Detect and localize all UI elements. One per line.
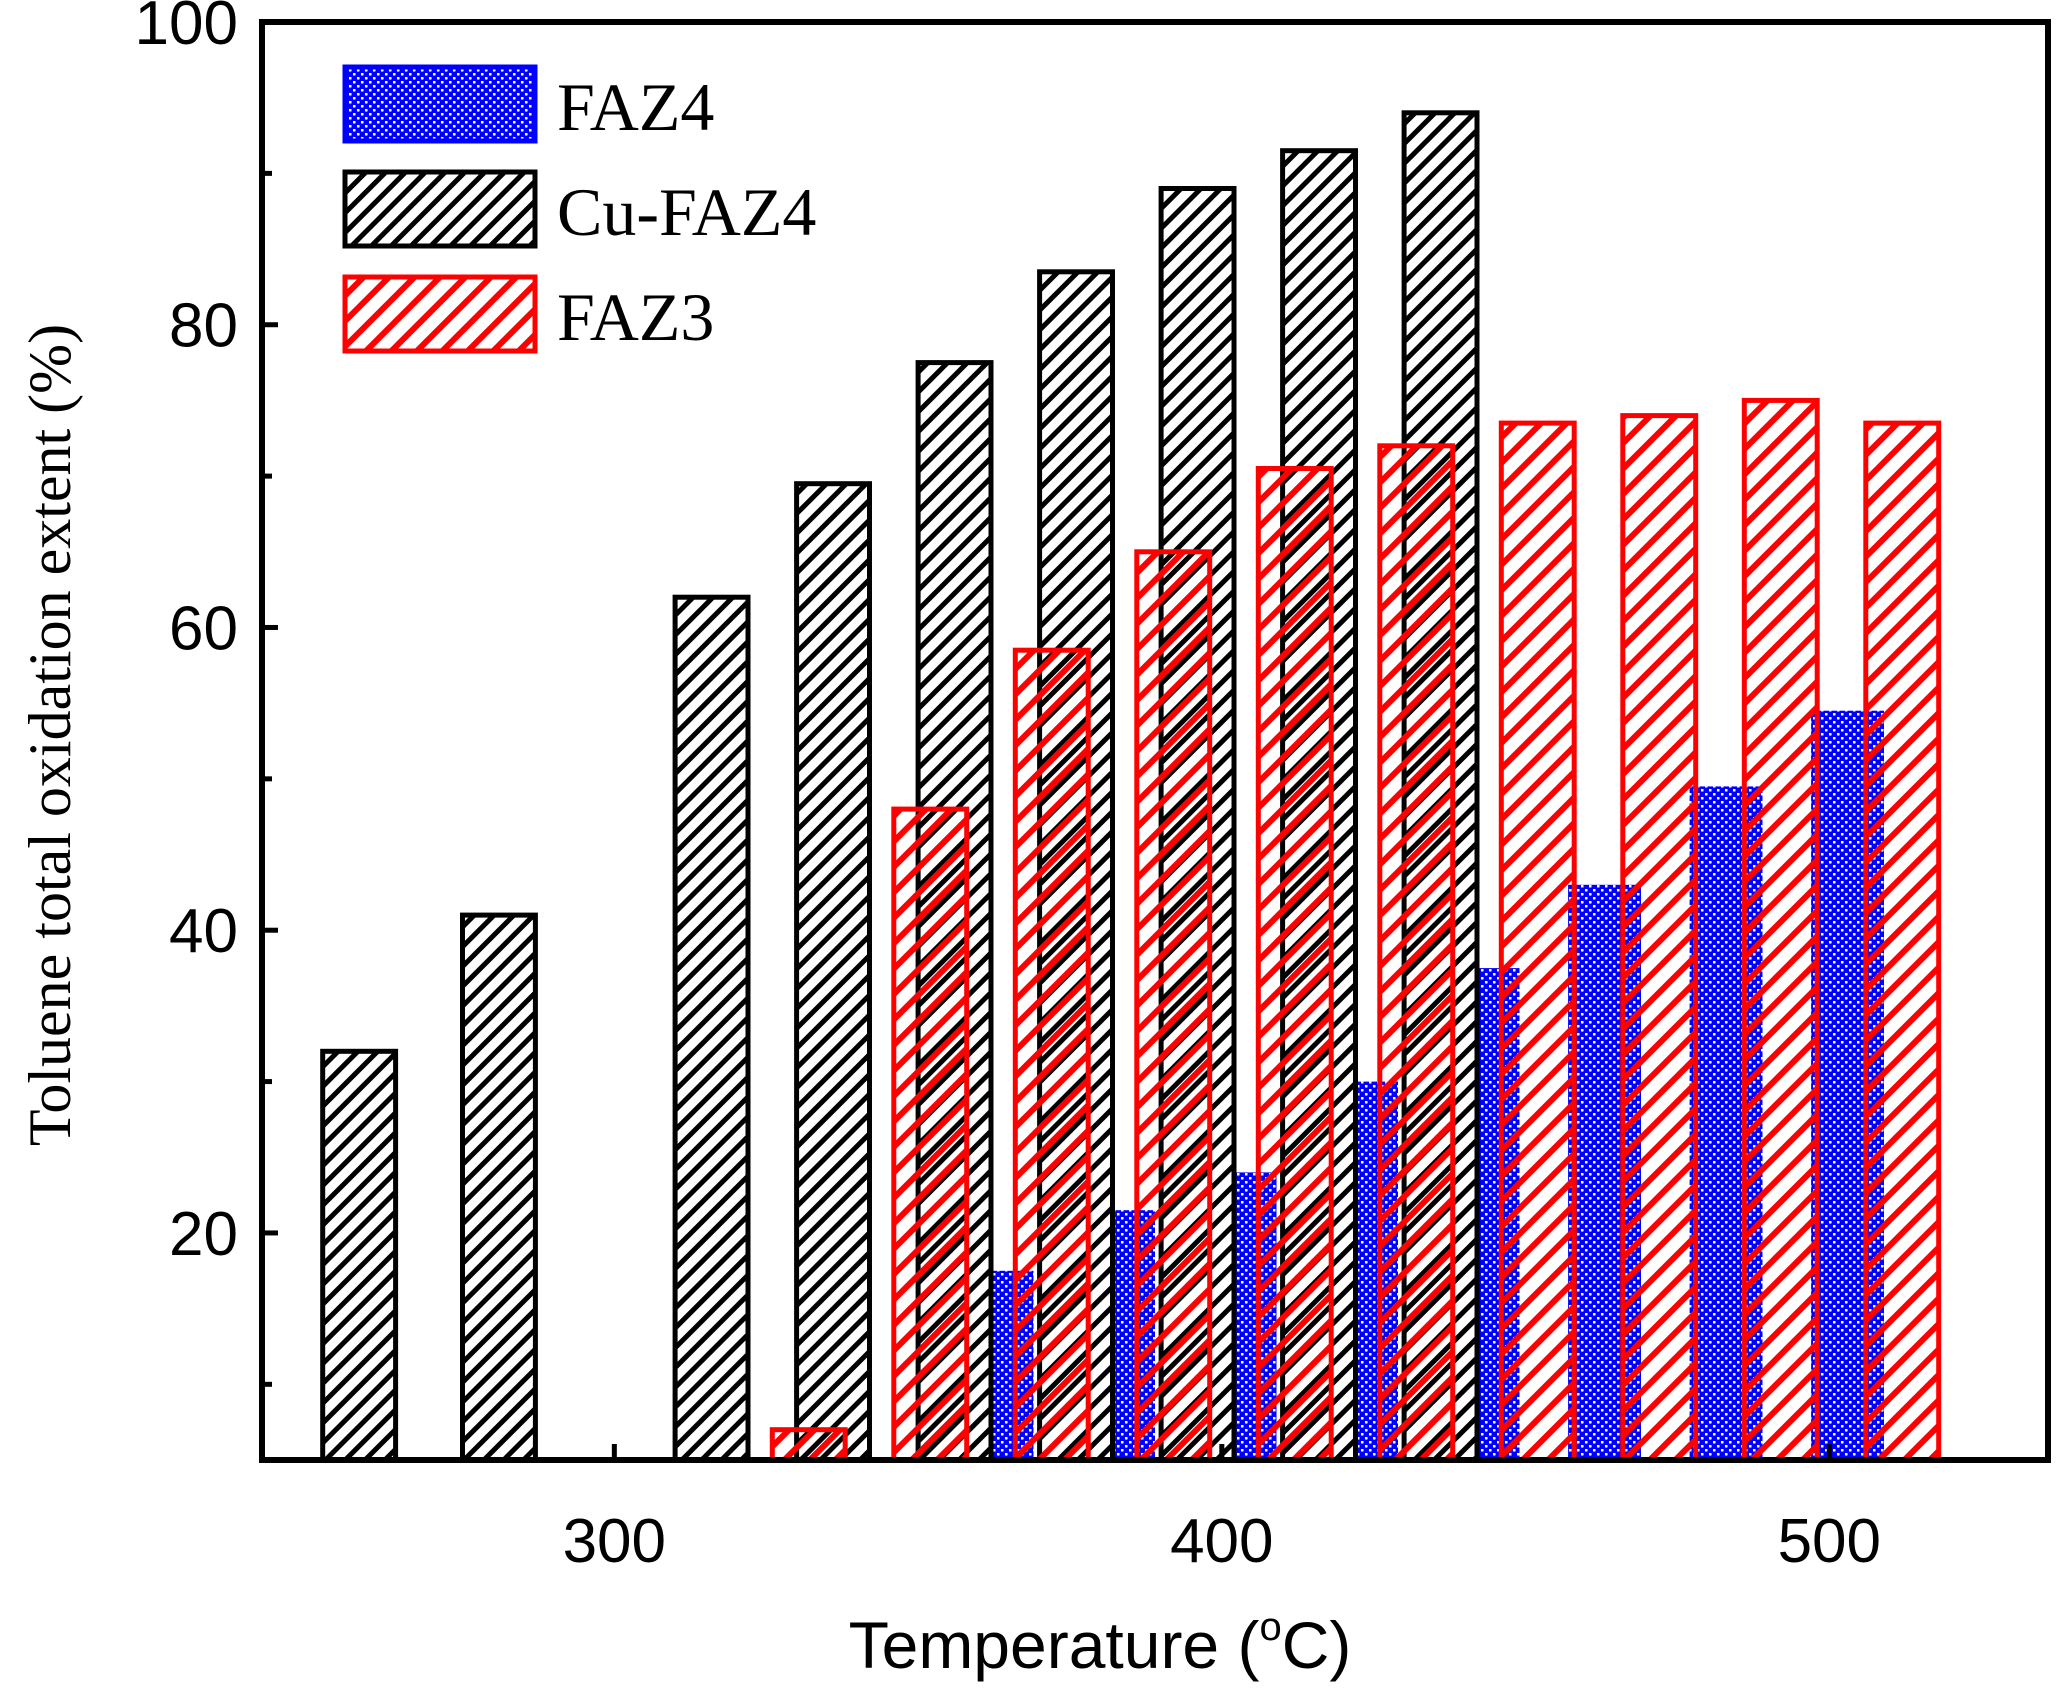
legend-swatch-faz3 xyxy=(342,274,538,354)
y-tick-label: 20 xyxy=(169,1200,238,1269)
y-tick-label: 100 xyxy=(135,0,238,58)
legend-label-cu-faz4: Cu-FAZ4 xyxy=(557,174,816,250)
bar-cu-faz4 xyxy=(794,481,872,1463)
bar-faz3 xyxy=(1134,549,1213,1463)
bar-faz3 xyxy=(891,806,970,1463)
bar-faz3 xyxy=(769,1427,848,1463)
x-tick-label: 400 xyxy=(1170,1507,1273,1576)
bar-faz3 xyxy=(1255,466,1334,1463)
y-tick-label: 80 xyxy=(169,292,238,361)
bar-faz3 xyxy=(1620,413,1699,1463)
y-axis-title: Toluene total oxidation extent (%) xyxy=(17,324,83,1146)
bar-cu-faz4 xyxy=(320,1048,399,1463)
y-tick-label: 60 xyxy=(169,595,238,664)
x-axis-title: Temperature (oC) xyxy=(849,1605,1352,1682)
bars-layer xyxy=(320,110,1942,1463)
legend-label-faz3: FAZ3 xyxy=(557,279,714,355)
bar-faz3 xyxy=(1012,647,1091,1463)
legend-swatch-faz4 xyxy=(342,64,538,144)
bar-cu-faz4 xyxy=(672,594,751,1463)
legend-swatch-cu-faz4 xyxy=(342,169,538,249)
y-tick-label: 40 xyxy=(169,897,238,966)
x-tick-label: 500 xyxy=(1778,1507,1881,1576)
legend: FAZ4 Cu-FAZ4 FAZ3 xyxy=(342,64,816,355)
legend-label-faz4: FAZ4 xyxy=(557,69,714,145)
ticks-layer xyxy=(262,19,1832,1460)
bar-faz3 xyxy=(1377,443,1456,1463)
x-tick-label: 300 xyxy=(563,1507,666,1576)
bar-faz3 xyxy=(1741,397,1820,1463)
bar-faz3 xyxy=(1498,420,1577,1463)
bar-cu-faz4 xyxy=(460,912,538,1463)
bar-faz3 xyxy=(1863,420,1942,1463)
plot-frame xyxy=(259,19,2051,1463)
